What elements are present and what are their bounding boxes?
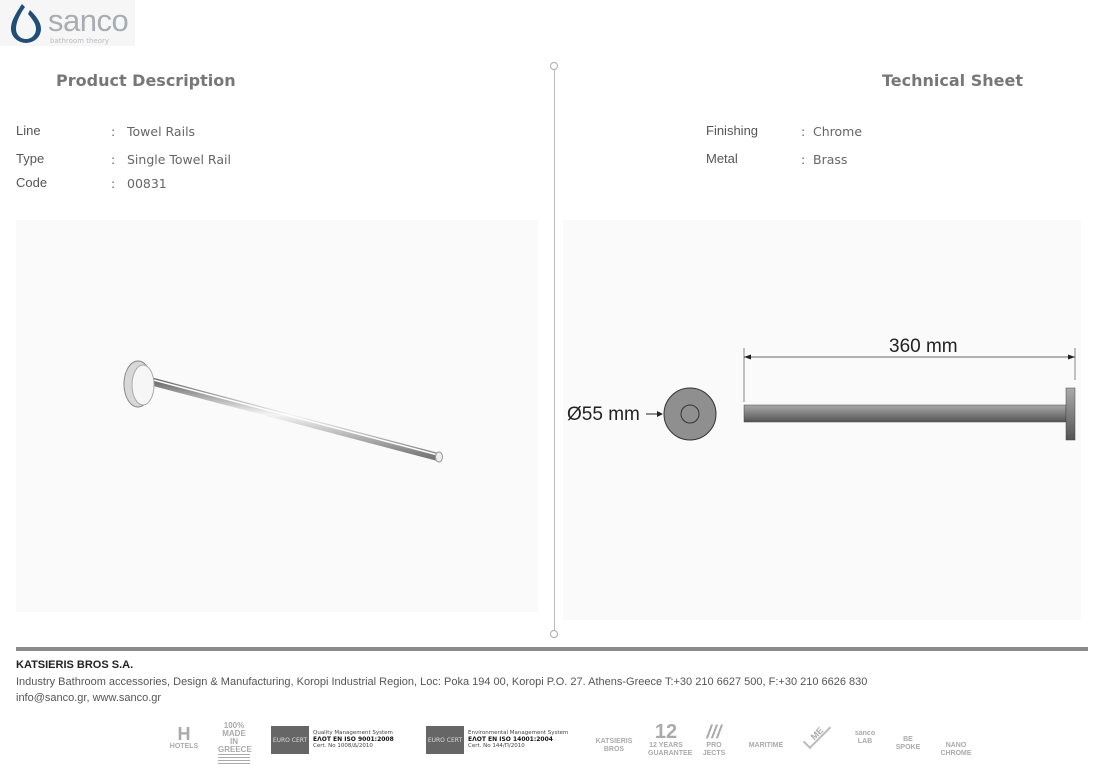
made-in-greece-badge: 100% MADE IN GREECE (218, 722, 252, 764)
row-value: Towel Rails (127, 124, 196, 139)
footer-divider (16, 647, 1088, 651)
row-sep: : (111, 176, 116, 191)
me-badge: ME (802, 720, 832, 750)
sanco-lab-badge: sanco LAB (854, 730, 876, 745)
length-dimension: 360 mm (889, 336, 958, 357)
row-value: Brass (813, 152, 848, 167)
maritime-badge: MARITIME (748, 742, 784, 749)
divider-dot (550, 630, 558, 638)
row-sep: : (801, 152, 806, 167)
bespoke-badge: BE SPOKE (895, 736, 921, 751)
brand-name: sanco (48, 3, 129, 38)
row-sep: : (111, 124, 116, 139)
product-image (16, 220, 538, 612)
iso-14001-cert: EURO CERT Environmental Management System… (426, 726, 568, 754)
katsieris-badge: KATSIERIS BROS (595, 738, 633, 753)
sanco-logo: sanco bathroom theory (0, 0, 135, 46)
row-label: Finishing (706, 123, 759, 138)
row-label: Metal (706, 151, 738, 166)
hotels-badge: Η HOTELS (169, 724, 199, 750)
diameter-dimension: Ø55 mm (567, 404, 640, 425)
iso-9001-cert: EURO CERT Quality Management System ΕΛΟΤ E… (271, 726, 394, 754)
technical-sheet-heading: Technical Sheet (882, 71, 1023, 90)
row-label: Type (16, 151, 45, 166)
row-label: Line (16, 123, 41, 138)
technical-drawing: 360 mm Ø55 mm (563, 220, 1081, 620)
brand-tagline: bathroom theory (50, 37, 110, 45)
divider-line (554, 66, 555, 634)
dimension-drawing (646, 348, 1076, 441)
projects-badge: ///PRO JECTS (702, 722, 726, 757)
guarantee-badge: 12 12 YEARS GUARANTEE (648, 721, 693, 757)
row-value: Chrome (813, 124, 863, 139)
product-description-heading: Product Description (56, 71, 236, 90)
drop-logo-icon (11, 4, 41, 43)
row-value: 00831 (127, 176, 167, 191)
company-address: Industry Bathroom accessories, Design & … (16, 676, 868, 688)
divider-dot (550, 62, 558, 70)
nano-chrome-badge: NANO CHROME (940, 742, 972, 757)
row-sep: : (801, 124, 806, 139)
company-name: KATSIERIS BROS S.A. (16, 659, 134, 671)
row-label: Code (16, 175, 48, 190)
row-value: Single Towel Rail (127, 152, 231, 167)
company-contact: info@sanco.gr, www.sanco.gr (16, 692, 162, 704)
row-sep: : (111, 152, 116, 167)
towel-rail-photo (123, 360, 443, 463)
